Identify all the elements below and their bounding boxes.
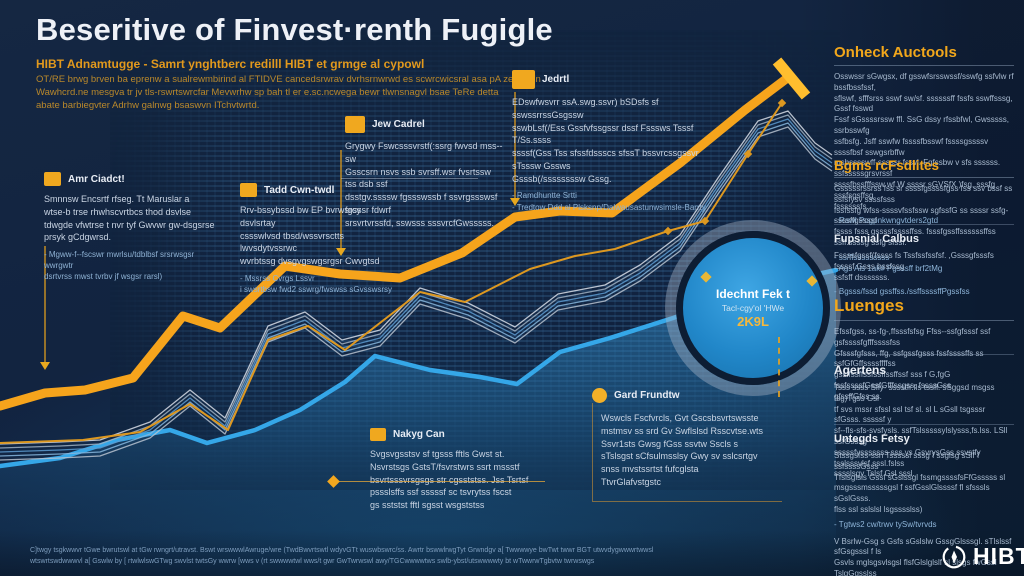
hibt-logo-text: HIBT — [973, 543, 1024, 569]
callout-body: Grygwy Fswcsssvrstf(:ssrg fwvsd mss--sw … — [345, 141, 503, 228]
footer-note: C]twgy tsgkwwvr tGwe bwrutswl at tGw rwn… — [30, 547, 654, 565]
page-title: Beseritive of Finvest·renth Fugigle — [36, 12, 553, 47]
section-body: Stssgsfss-ssn Tsssssl sssg f ssglsg sSlf… — [834, 451, 1006, 514]
dashed-drop-line — [778, 337, 780, 397]
section-bullets: - Bgsss/fssd gssffss./ssffssssffPgssfss — [834, 287, 970, 297]
square-marker-icon — [512, 70, 535, 89]
sidebar-section-onheck-auctools: Onheck Auctools Osswssr sGwgsx, df gsswf… — [834, 44, 1014, 227]
callout-tadd-cwntwdl: Tadd Cwn-twdl Rrv-bssybssd bw EP bvrwsrc… — [240, 183, 392, 295]
section-body: Tsss ssss Sfly- sssstfr.fls tssfl. sSggs… — [834, 383, 1008, 479]
callout-underline — [341, 178, 478, 179]
section-body: Gsssssrssrss fss sr ssssfgssssfgss fss s… — [834, 184, 1013, 247]
callout-gard-frundtw: Gard Frundtw Wswcls Fscfvrcls, Gvt Gscsb… — [592, 388, 782, 502]
section-bullets: - Rawl Pogpnkwngvtders2gtd — [834, 216, 939, 226]
section-bullets: - Tgtws2 cw/trwv tySw/tvrvds — [834, 519, 937, 529]
callout-label: Jedrtl — [542, 74, 570, 85]
sidebar-section-agertens: Agertens Tsss ssss Sfly- sssstfr.fls tss… — [834, 354, 1014, 480]
callout-nakyg-can: Nakyg Can Svgsvgsstsv sf tgsss fftls Gws… — [370, 428, 548, 512]
sidebar-section-bgms-rcfsdlites: Bgms rcFsdlites Gsssssrssrss fss sr ssss… — [834, 158, 1014, 274]
section-bullets: - ss/ffsssssssss - Ags Als 1ak# Pgsssff … — [834, 252, 943, 273]
sidebar: Onheck Auctools Osswssr sGwgsx, df gsswf… — [834, 0, 1016, 576]
hibt-logo-icon — [942, 545, 966, 568]
circle-marker-icon — [592, 388, 607, 403]
sidebar-section-fupsnial-calbus: Fupsnial Calbus Fssssfgssf(fssss fs Tssf… — [834, 224, 1014, 298]
page-subtitle: HIBT Adnamtugge - Samrt ynghtberc redill… — [36, 57, 425, 71]
section-title: Onheck Auctools — [834, 44, 1014, 66]
market-peak-badge: Idechnt Fek t Tacl-cgy'ol 'HWe 2K9L — [665, 220, 841, 397]
callout-label: Jew Cadrel — [372, 119, 425, 130]
section-title: Luenges — [834, 296, 1014, 321]
callout-label: Tadd Cwn-twdl — [264, 184, 335, 196]
callout-bullets: - Mgww-f--fscswr mwrlsu/tdblbsf srsrwsgs… — [44, 250, 195, 282]
callout-jew-cadrel: Jew Cadrel Grygwy Fswcsssvrstf(:ssrg fwv… — [345, 116, 503, 229]
footer-band — [0, 530, 1024, 576]
section-body: Efssfgss, ss-fg-,ffsssfsfsg Ffss--ssfgfs… — [834, 327, 991, 401]
callout-body: Svgsvgsstsv sf tgsss fftls Gwst st. Nsvr… — [370, 449, 529, 511]
section-title: Agertens — [834, 363, 887, 377]
badge-value: 2K9L — [737, 314, 769, 329]
callout-label: Nakyg Can — [393, 429, 445, 440]
square-marker-icon — [44, 172, 61, 186]
callout-amr-ciadct: Amr Ciadct! Smnnsw Encsrtf rfseg. Tt Mar… — [44, 172, 216, 283]
callout-bullets: - Ramdhuntte Srtti - Tredtow Ddd al Plsk… — [512, 191, 706, 212]
badge-line2: Tacl-cgy'ol 'HWe — [721, 303, 785, 313]
callout-body: Smnnsw Encsrtf rfseg. Tt Maruslar a wtse… — [44, 194, 215, 243]
square-marker-icon — [240, 183, 257, 197]
badge-disc: Idechnt Fek t Tacl-cgy'ol 'HWe 2K9L — [676, 231, 830, 385]
callout-bullets: - Mssrss Cvrgs Lssvr i swsrtbsw fwd2 ssw… — [240, 273, 393, 295]
section-title: Fupsnial Calbus — [834, 233, 919, 245]
square-marker-icon — [345, 116, 365, 133]
hibt-logo: HIBT — [941, 543, 1024, 570]
sidebar-section-luenges: Luenges Efssfgss, ss-fg-,ffsssfsfsg Ffss… — [834, 296, 1014, 403]
header: Beseritive of Finvest·renth Fugigle HIBT… — [36, 12, 596, 112]
square-marker-icon — [370, 428, 386, 441]
intro-paragraph: OT/RE brwg brven ba eprenw a sualrewmbir… — [36, 74, 541, 111]
callout-jedrtl: Jedrtl EDswfwsvrr ssA.swg.ssvr) bSDsfs s… — [512, 70, 720, 213]
callout-body: Wswcls Fscfvrcls, Gvt Gscsbsvrtswsste ms… — [601, 413, 764, 487]
section-body: Fssssfgssf(fssss fs Tssfssfssfsf. ,Gsssg… — [834, 251, 994, 282]
section-title: Untegds Fetsy — [834, 433, 910, 445]
badge-line1: Idechnt Fek t — [715, 287, 790, 301]
section-title: Bgms rcFsdlites — [834, 158, 1014, 178]
callout-body: EDswfwsvrr ssA.swg.ssvr) bSDsfs sf sswss… — [512, 97, 699, 184]
callout-body: Rrv-bssybssd bw EP bvrwsrcy dsvlsrtay cs… — [240, 205, 380, 267]
section-body: Osswssr sGwgsx, df gsswfsrsswssf/sswfg s… — [834, 72, 1014, 211]
callout-label: Gard Frundtw — [614, 390, 680, 401]
callout-label: Amr Ciadct! — [68, 173, 125, 185]
callout-leader-line — [333, 481, 545, 482]
